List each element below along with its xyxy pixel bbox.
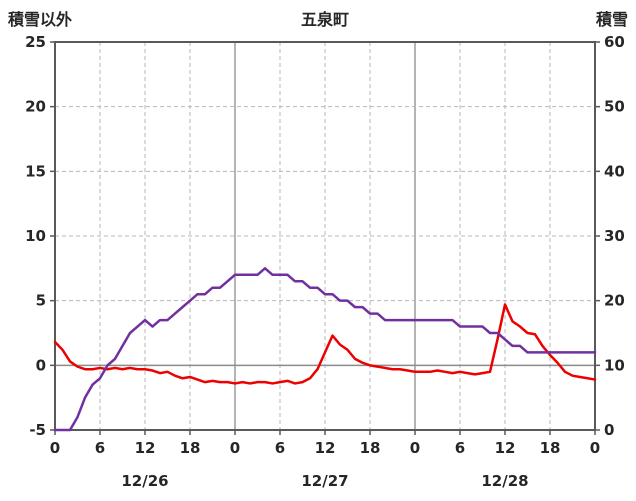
- right-axis-tick-label: 50: [604, 98, 625, 116]
- x-axis-tick-label: 18: [180, 439, 201, 457]
- chart-title: 五泉町: [300, 10, 349, 29]
- x-axis-tick-label: 18: [540, 439, 561, 457]
- left-axis-tick-label: 5: [36, 292, 46, 310]
- left-axis-tick-label: 10: [25, 227, 46, 245]
- left-axis-tick-label: 0: [36, 356, 46, 374]
- x-axis-tick-label: 0: [410, 439, 420, 457]
- right-axis-tick-label: 60: [604, 33, 625, 51]
- left-axis-title: 積雪以外: [8, 10, 73, 29]
- x-axis-tick-label: 12: [135, 439, 156, 457]
- x-axis-tick-label: 0: [230, 439, 240, 457]
- series-line-snow-depth: [53, 267, 597, 432]
- x-axis-tick-label: 12: [495, 439, 516, 457]
- x-axis-tick-label: 6: [275, 439, 285, 457]
- right-axis-title: 積雪: [595, 10, 628, 29]
- left-axis-tick-label: -5: [29, 421, 46, 439]
- x-axis-tick-label: 12: [315, 439, 336, 457]
- x-axis-tick-label: 0: [50, 439, 60, 457]
- left-axis-tick-label: 15: [25, 162, 46, 180]
- x-axis-tick-label: 0: [590, 439, 600, 457]
- left-axis-tick-label: 20: [25, 98, 46, 116]
- x-axis-tick-label: 6: [455, 439, 465, 457]
- right-axis-tick-label: 0: [604, 421, 614, 439]
- day-label: 12/27: [301, 472, 348, 490]
- day-label: 12/28: [481, 472, 528, 490]
- right-axis-tick-label: 10: [604, 356, 625, 374]
- day-label: 12/26: [121, 472, 168, 490]
- right-axis-tick-label: 30: [604, 227, 625, 245]
- series-line-other-than-snow: [53, 303, 597, 385]
- right-axis-tick-label: 40: [604, 162, 625, 180]
- x-axis-tick-label: 6: [95, 439, 105, 457]
- right-axis-tick-label: 20: [604, 292, 625, 310]
- x-axis-tick-label: 18: [360, 439, 381, 457]
- left-axis-tick-label: 25: [25, 33, 46, 51]
